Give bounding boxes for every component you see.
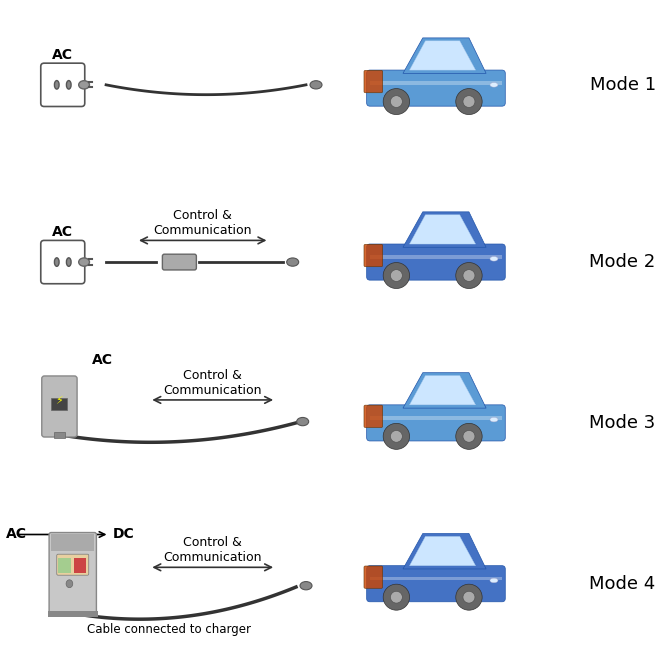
Text: AC: AC [52, 48, 73, 62]
Text: DC: DC [113, 528, 134, 542]
Ellipse shape [54, 81, 59, 89]
Ellipse shape [490, 417, 498, 422]
Circle shape [456, 89, 482, 115]
Circle shape [463, 96, 475, 107]
Bar [370, 81, 502, 85]
Circle shape [383, 584, 409, 610]
Polygon shape [409, 41, 476, 70]
Ellipse shape [287, 258, 298, 266]
FancyBboxPatch shape [367, 565, 505, 602]
Circle shape [383, 424, 409, 449]
Circle shape [383, 263, 409, 289]
Text: Cable connected to charger: Cable connected to charger [87, 623, 251, 636]
Circle shape [463, 269, 475, 281]
Polygon shape [403, 373, 486, 408]
FancyBboxPatch shape [364, 405, 382, 428]
FancyBboxPatch shape [364, 566, 382, 589]
Circle shape [463, 430, 475, 442]
Ellipse shape [66, 580, 73, 588]
FancyBboxPatch shape [41, 240, 85, 284]
FancyBboxPatch shape [364, 70, 382, 93]
FancyBboxPatch shape [41, 63, 85, 107]
Polygon shape [409, 214, 476, 244]
Bar [370, 416, 502, 420]
FancyBboxPatch shape [367, 70, 505, 106]
Bar [58, 558, 71, 573]
Ellipse shape [490, 83, 498, 87]
Text: Control &
Communication: Control & Communication [153, 209, 252, 237]
FancyBboxPatch shape [49, 532, 96, 615]
Bar [52, 398, 67, 410]
Ellipse shape [79, 81, 89, 89]
Ellipse shape [296, 418, 308, 426]
Text: ⚡: ⚡ [56, 397, 63, 406]
Text: Mode 1: Mode 1 [589, 76, 656, 94]
Bar [370, 255, 502, 259]
Polygon shape [403, 534, 486, 569]
FancyBboxPatch shape [56, 554, 89, 575]
Ellipse shape [67, 81, 71, 89]
FancyBboxPatch shape [367, 405, 505, 441]
Text: AC: AC [92, 353, 114, 367]
Bar [48, 611, 97, 616]
Bar [54, 432, 65, 438]
Ellipse shape [310, 81, 322, 89]
FancyBboxPatch shape [42, 376, 77, 437]
Text: AC: AC [6, 528, 27, 542]
Circle shape [456, 424, 482, 449]
Circle shape [463, 591, 475, 603]
Polygon shape [403, 38, 486, 73]
Ellipse shape [490, 256, 498, 261]
Ellipse shape [490, 578, 498, 583]
Bar [51, 534, 94, 551]
Ellipse shape [79, 258, 89, 266]
Ellipse shape [54, 258, 59, 266]
Text: Mode 4: Mode 4 [589, 575, 656, 592]
Ellipse shape [300, 581, 312, 590]
Ellipse shape [67, 258, 71, 266]
Text: Mode 3: Mode 3 [589, 414, 656, 432]
Text: Mode 2: Mode 2 [589, 253, 656, 271]
Polygon shape [403, 212, 486, 248]
Text: Control &
Communication: Control & Communication [163, 536, 262, 564]
Polygon shape [409, 375, 476, 405]
FancyBboxPatch shape [364, 244, 382, 267]
Circle shape [390, 591, 403, 603]
Text: Control &
Communication: Control & Communication [163, 369, 262, 397]
Bar [370, 577, 502, 581]
Text: AC: AC [52, 225, 73, 239]
Circle shape [456, 584, 482, 610]
Circle shape [390, 96, 403, 107]
Circle shape [456, 263, 482, 289]
Circle shape [390, 430, 403, 442]
FancyBboxPatch shape [163, 254, 196, 270]
Circle shape [383, 89, 409, 115]
FancyBboxPatch shape [367, 244, 505, 280]
Bar [74, 558, 86, 573]
Circle shape [390, 269, 403, 281]
Polygon shape [409, 536, 476, 565]
